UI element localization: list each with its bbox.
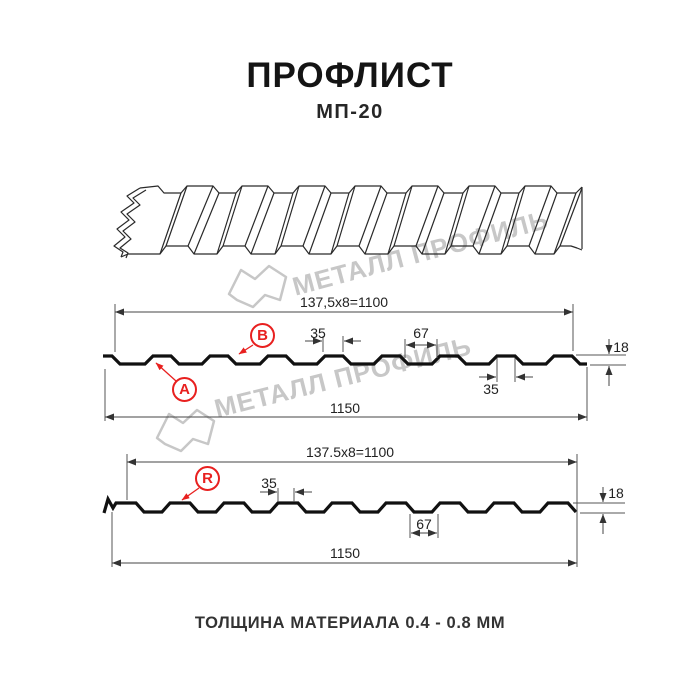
point-label-b: B: [250, 323, 275, 348]
section-r-profile: [102, 494, 578, 514]
dim-rib-top2-a: 35: [483, 381, 499, 397]
point-label-a: A: [172, 377, 197, 402]
dim-valley-r: 67: [416, 516, 432, 532]
dim-module-a: 137,5x8=1100: [299, 294, 389, 310]
section-r-dimensions: [111, 454, 625, 567]
dim-valley-a: 67: [413, 325, 429, 341]
dim-height-a: 18: [613, 339, 629, 355]
dim-total-r: 1150: [329, 545, 361, 561]
dim-rib-top-a: 35: [310, 325, 326, 341]
point-label-r: R: [195, 466, 220, 491]
profile-3d-view: [113, 185, 583, 259]
material-thickness-note: ТОЛЩИНА МАТЕРИАЛА 0.4 - 0.8 ММ: [194, 614, 506, 632]
dim-total-a: 1150: [329, 400, 361, 416]
watermark-logo-upper: [227, 264, 288, 309]
dim-rib-top-r: 35: [261, 475, 277, 491]
dim-module-r: 137.5x8=1100: [305, 444, 395, 460]
callout-arrows: [155, 344, 254, 501]
section-a-profile: [103, 354, 587, 366]
watermark-logo-lower: [155, 408, 216, 453]
page-title: ПРОФЛИСТ: [246, 56, 454, 95]
product-model: МП-20: [316, 101, 384, 123]
section-a-dimensions: [104, 304, 626, 421]
dim-height-r: 18: [608, 485, 624, 501]
